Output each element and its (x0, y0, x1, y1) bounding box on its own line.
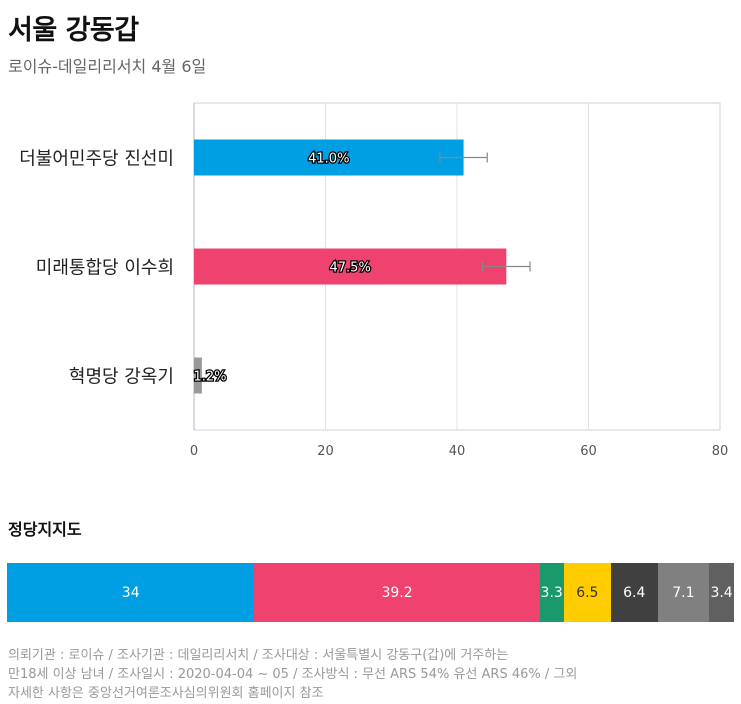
page-title: 서울 강동갑 (8, 15, 139, 46)
data-label: 1.2% (193, 370, 226, 385)
party-segment: 3.3 (539, 563, 564, 622)
x-tick-label: 20 (317, 444, 334, 459)
party-segment: 6.5 (563, 563, 611, 622)
footnote-line: 만18세 이상 남녀 / 조사일시 : 2020-04-04 ~ 05 / 조사… (8, 667, 578, 682)
party-segment: 3.4 (709, 563, 734, 622)
x-tick-label: 80 (712, 444, 729, 459)
x-tick-label: 60 (580, 444, 597, 459)
category-label: 혁명당 강옥기 (69, 367, 174, 388)
footnote-line: 의뢰기관 : 로이슈 / 조사기관 : 데일리리서치 / 조사대상 : 서울특별… (8, 648, 509, 663)
x-tick-label: 40 (449, 444, 466, 459)
party-support-stacked-bar: 34 39.2 3.3 6.5 6.4 7.1 3.4 (7, 563, 734, 622)
candidate-bar-chart: 0 20 40 60 80 더불어민주당 진선미 41.0% 미래통합당 이수희 47.5% 혁명… (19, 102, 729, 459)
page-subtitle: 로이슈-데일리리서치 4월 6일 (8, 57, 207, 76)
party-segment: 6.4 (610, 563, 658, 622)
bar (194, 139, 464, 176)
party-segment: 7.1 (657, 563, 710, 622)
data-label: 41.0% (308, 152, 349, 167)
category-label: 미래통합당 이수희 (36, 258, 174, 279)
x-tick-label: 0 (190, 444, 198, 459)
bar (194, 357, 202, 394)
party-segment: 39.2 (254, 563, 540, 622)
party-support-title: 정당지지도 (8, 520, 82, 539)
footnote-line: 자세한 사항은 중앙선거여론조사심의위원회 홈페이지 참조 (8, 686, 324, 701)
category-label: 더불어민주당 진선미 (19, 149, 174, 170)
survey-footnote: 의뢰기관 : 로이슈 / 조사기관 : 데일리리서치 / 조사대상 : 서울특별… (8, 646, 733, 703)
data-label: 47.5% (330, 261, 371, 276)
party-segment: 34 (7, 563, 255, 622)
bar (194, 248, 507, 285)
